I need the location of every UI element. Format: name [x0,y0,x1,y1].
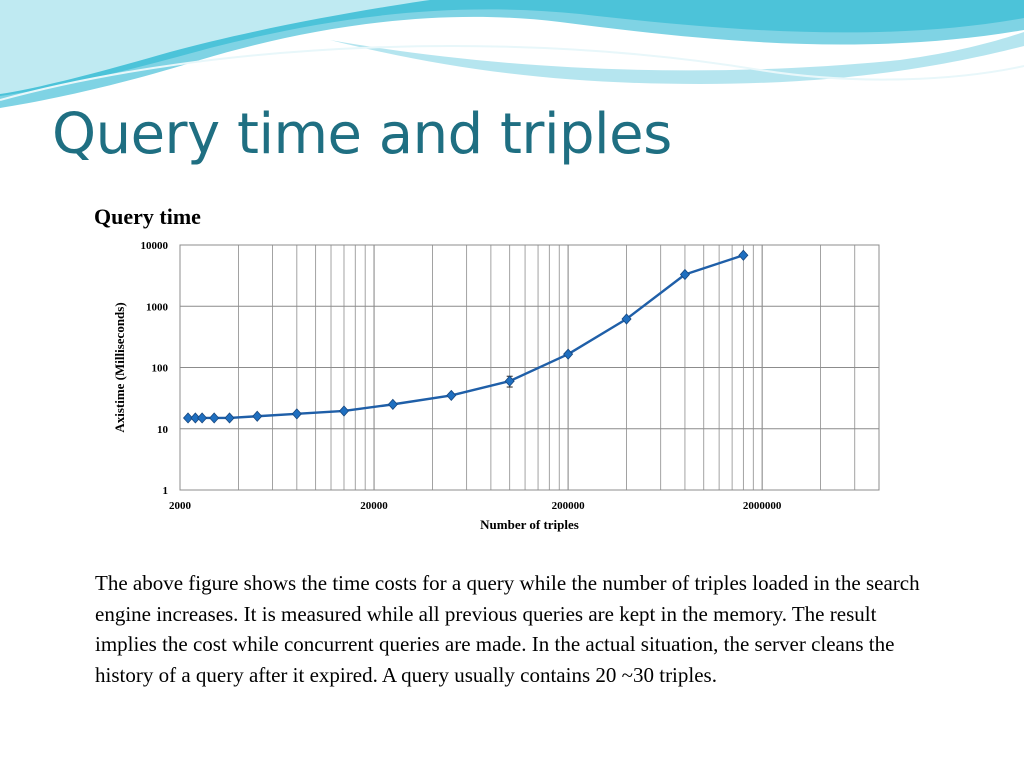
data-point-marker [738,249,749,261]
x-tick-label: 2000 [169,500,192,512]
data-point-marker [563,348,574,360]
data-point-marker [504,375,515,387]
y-tick-label: 10 [157,424,169,436]
data-point-marker [387,398,398,410]
y-axis-label: Axistime (Milliseconds) [112,302,127,432]
query-time-chart: 1 10 100 1000 10000 2000 20000 200000 2000000 N… [112,240,880,532]
chart-grid [180,244,879,490]
y-tick-label: 1000 [146,301,169,313]
data-point-marker [291,408,302,420]
x-tick-label: 20000 [360,500,388,512]
slide-title: Query time and triples [52,102,672,167]
chart-title: Query time [94,204,201,229]
x-axis-label: Number of triples [480,517,579,532]
y-tick-label: 10000 [141,240,169,252]
data-point-marker [209,412,220,424]
data-point-marker [190,412,201,424]
data-point-marker [621,313,632,325]
data-point-marker [224,412,235,424]
data-point-marker [679,268,690,281]
x-tick-label: 200000 [552,500,586,512]
data-point-marker [252,410,263,422]
series-line [188,254,744,420]
y-tick-label: 1 [163,485,169,497]
y-tick-label: 100 [152,363,169,375]
header-wave-decoration [0,0,1024,108]
y-axis-ticks: 1 10 100 1000 10000 [141,240,169,497]
data-point-marker [197,412,208,424]
data-point-marker [338,405,350,417]
data-point-marker [182,412,194,424]
x-axis-ticks: 2000 20000 200000 2000000 [169,500,782,512]
data-point-marker [446,389,457,402]
series-query-time [182,249,749,424]
figure-caption: The above figure shows the time costs fo… [95,571,920,687]
plot-area-frame [179,244,880,491]
x-tick-label: 2000000 [743,500,782,512]
